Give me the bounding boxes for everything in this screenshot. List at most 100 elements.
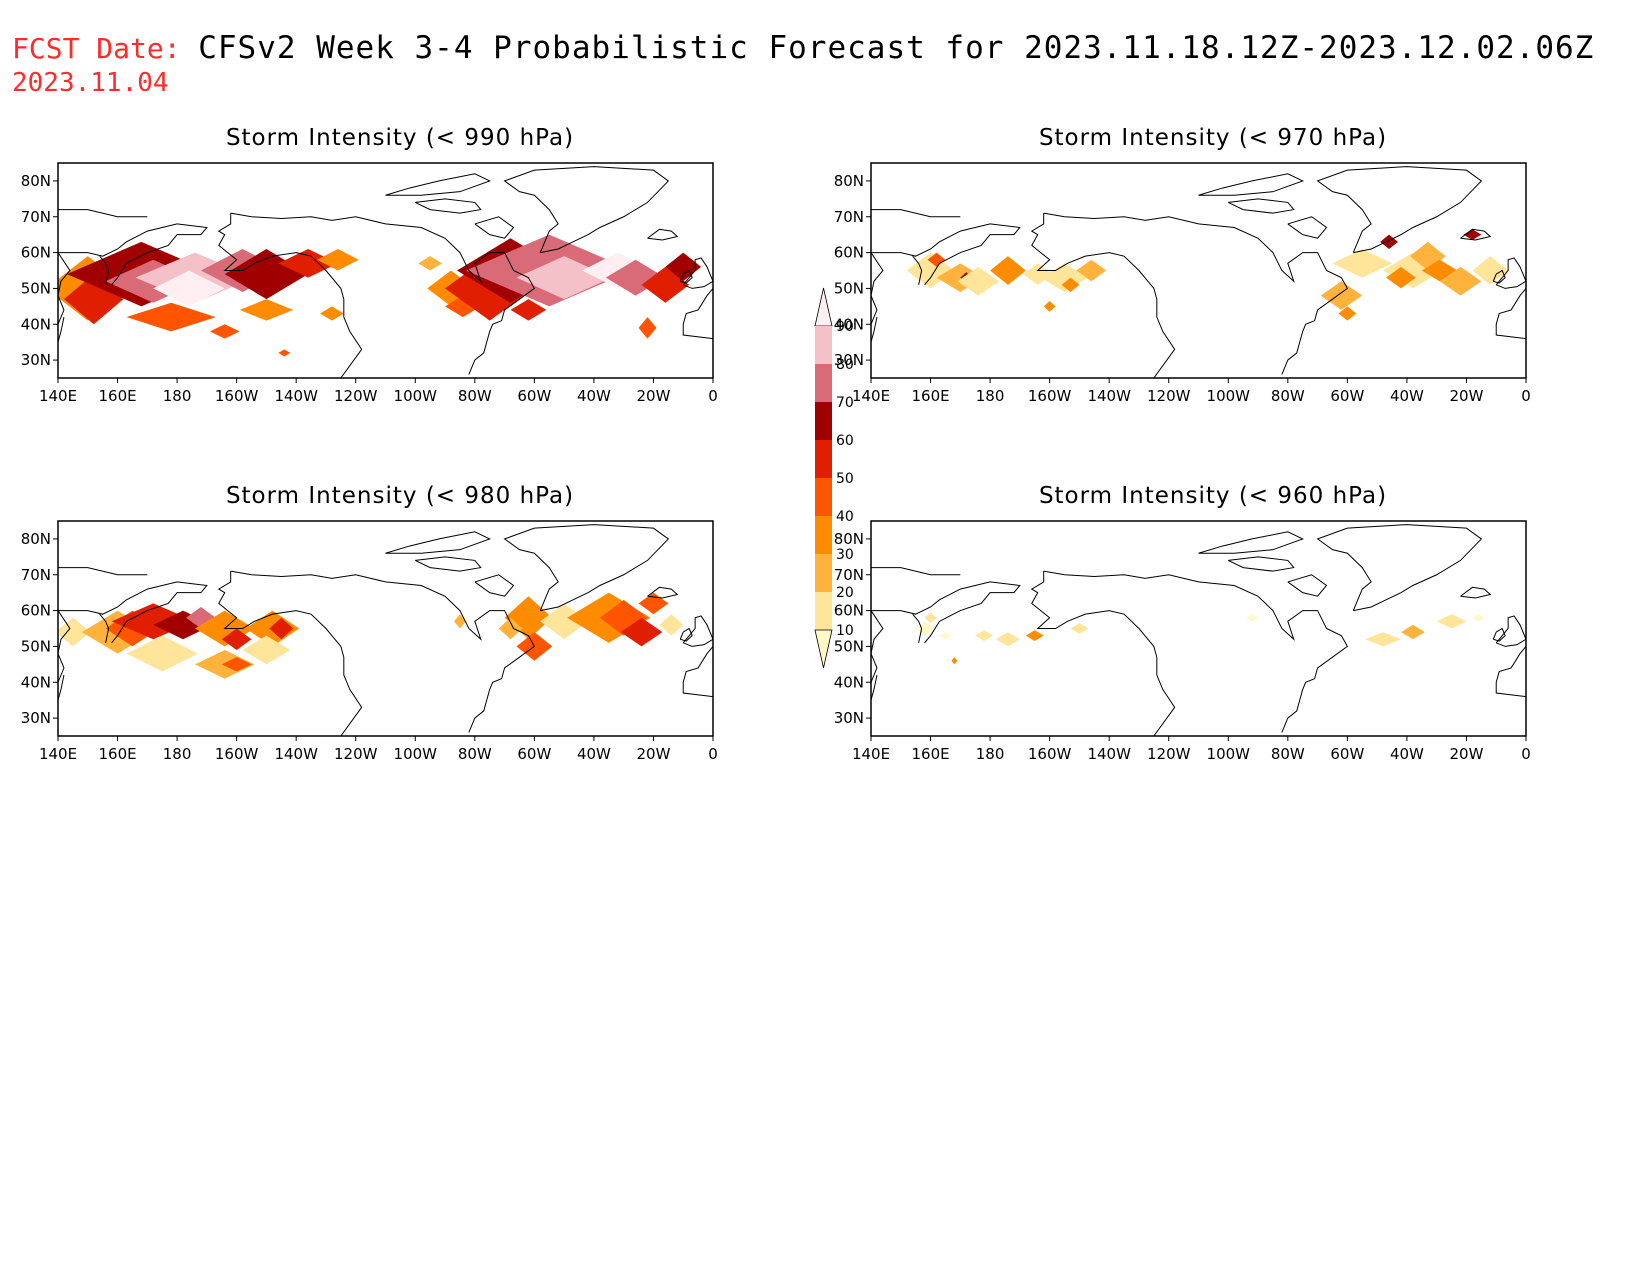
lon-label: 160E bbox=[98, 745, 136, 763]
probability-cell bbox=[269, 617, 294, 640]
lon-label: 40W bbox=[577, 745, 611, 763]
probability-field bbox=[915, 612, 1485, 665]
colorbar: 10 20 30 40 50 60 70 80 90 bbox=[814, 287, 854, 669]
lon-label: 140E bbox=[39, 745, 77, 763]
probability-field bbox=[906, 229, 1509, 321]
colorbar-segment bbox=[815, 592, 832, 630]
lat-label: 80N bbox=[834, 172, 864, 190]
probability-cell bbox=[1380, 234, 1398, 249]
lon-label: 140W bbox=[1087, 745, 1131, 763]
lon-label: 60W bbox=[1330, 387, 1364, 405]
coastline bbox=[912, 255, 923, 285]
coastline bbox=[871, 223, 1021, 325]
colorbar-label: 80 bbox=[836, 357, 854, 373]
probability-cell bbox=[320, 306, 344, 321]
probability-cell bbox=[939, 632, 952, 640]
map-frame bbox=[57, 162, 714, 379]
probability-cell bbox=[1043, 300, 1056, 312]
coastline bbox=[503, 166, 670, 254]
probability-cell bbox=[915, 621, 934, 636]
probability-cell bbox=[1320, 281, 1363, 310]
lon-label: 140W bbox=[274, 745, 318, 763]
lon-label: 60W bbox=[517, 387, 551, 405]
lon-label: 100W bbox=[394, 745, 438, 763]
coastline bbox=[230, 570, 536, 733]
colorbar-label: 90 bbox=[836, 319, 854, 335]
lat-label: 50N bbox=[21, 279, 51, 297]
header: FCST Date: CFSv2 Week 3-4 Probabilistic … bbox=[12, 30, 1594, 66]
lon-label: 140E bbox=[39, 387, 77, 405]
lon-label: 140E bbox=[852, 387, 890, 405]
fcst-date-value: 2023.11.04 bbox=[12, 68, 169, 98]
probability-cell bbox=[659, 614, 684, 636]
coastline bbox=[912, 613, 923, 643]
lon-label: 80W bbox=[1271, 745, 1305, 763]
lat-label: 40N bbox=[21, 315, 51, 333]
lat-label: 30N bbox=[21, 351, 51, 369]
coastline bbox=[1495, 257, 1526, 289]
probability-cell bbox=[638, 592, 669, 615]
coastlines bbox=[58, 166, 713, 378]
coastline bbox=[385, 173, 491, 196]
coastline bbox=[217, 213, 363, 378]
coastline bbox=[58, 674, 65, 701]
lon-label: 140W bbox=[1087, 387, 1131, 405]
lon-label: 40W bbox=[577, 387, 611, 405]
lon-label: 20W bbox=[1449, 745, 1483, 763]
coastline bbox=[1228, 198, 1295, 214]
probability-cell bbox=[111, 603, 195, 640]
probability-cell bbox=[453, 614, 466, 629]
probability-cell bbox=[221, 628, 252, 650]
colorbar-label: 70 bbox=[836, 395, 854, 411]
probability-cell bbox=[209, 324, 240, 339]
probability-cell bbox=[1246, 614, 1259, 622]
probability-cell bbox=[975, 630, 994, 642]
coastline bbox=[385, 531, 491, 554]
lon-label: 20W bbox=[1449, 387, 1483, 405]
panel-title: Storm Intensity (< 980 hPa) bbox=[225, 483, 575, 509]
coastline bbox=[474, 574, 515, 597]
coastline bbox=[871, 674, 878, 701]
colorbar-label: 50 bbox=[836, 471, 854, 487]
coastline bbox=[1495, 615, 1526, 647]
coastline bbox=[682, 646, 713, 698]
coastline bbox=[58, 581, 208, 683]
coastline bbox=[415, 198, 482, 214]
coastline bbox=[871, 316, 878, 343]
lon-label: 180 bbox=[163, 387, 192, 405]
lon-label: 40W bbox=[1390, 745, 1424, 763]
colorbar-label: 10 bbox=[836, 623, 854, 639]
probability-cell bbox=[1472, 614, 1485, 622]
coastline bbox=[1316, 524, 1483, 612]
colorbar-label: 20 bbox=[836, 585, 854, 601]
lon-label: 80W bbox=[1271, 387, 1305, 405]
map-970: 140E 160E 180 160W 140W 120W 100W 80W 60W 40W 20W 0… bbox=[834, 162, 1531, 405]
coastline bbox=[58, 316, 65, 343]
colorbar-segment bbox=[815, 554, 832, 592]
lat-label: 70N bbox=[834, 208, 864, 226]
probability-cell bbox=[126, 302, 216, 332]
page-title: CFSv2 Week 3-4 Probabilistic Forecast fo… bbox=[198, 30, 1595, 66]
lat-label: 50N bbox=[21, 637, 51, 655]
probability-cell bbox=[153, 610, 213, 640]
coastlines bbox=[871, 524, 1526, 736]
lon-label: 160E bbox=[911, 387, 949, 405]
lon-label: 160W bbox=[1028, 387, 1072, 405]
probability-field bbox=[58, 234, 702, 357]
coastline bbox=[99, 255, 110, 285]
colorbar-segment bbox=[815, 402, 832, 440]
coastline bbox=[1043, 212, 1349, 375]
lat-label: 60N bbox=[834, 244, 864, 262]
coastline bbox=[1030, 571, 1176, 736]
probability-cell bbox=[58, 617, 91, 647]
coastline bbox=[871, 567, 961, 576]
lon-label: 0 bbox=[708, 387, 718, 405]
lon-label: 180 bbox=[163, 745, 192, 763]
lon-label: 140E bbox=[852, 745, 890, 763]
lat-label: 30N bbox=[834, 351, 864, 369]
colorbar-segment bbox=[815, 478, 832, 516]
lat-label: 70N bbox=[834, 566, 864, 584]
colorbar-segment bbox=[815, 440, 832, 478]
lon-label: 60W bbox=[517, 745, 551, 763]
probability-cell bbox=[1332, 249, 1393, 278]
